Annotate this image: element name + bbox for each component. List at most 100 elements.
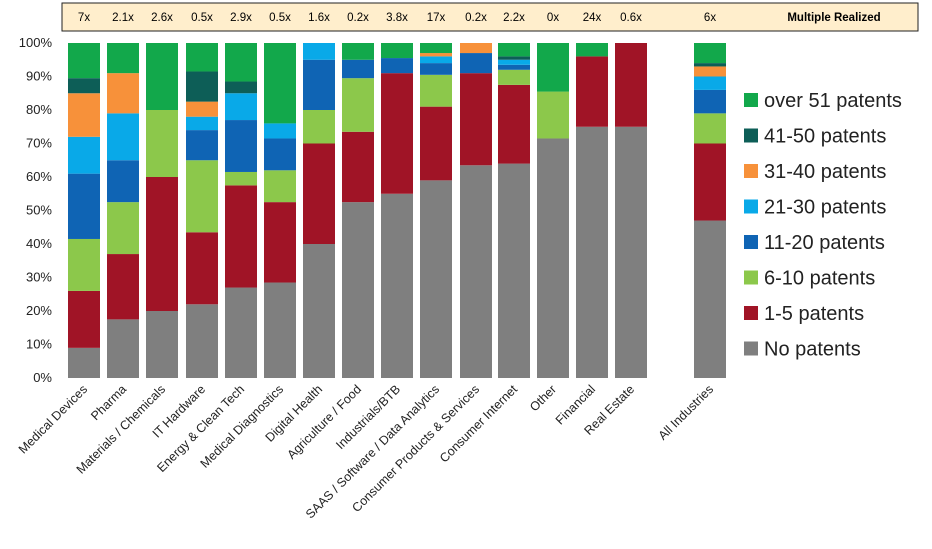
- multiple-value: 17x: [427, 12, 446, 24]
- multiple-value: 2.9x: [230, 12, 252, 24]
- bar-segment: [186, 43, 218, 72]
- y-tick-label: 20%: [26, 303, 52, 318]
- bar-segment: [460, 53, 492, 74]
- legend-swatch: [744, 341, 758, 356]
- y-tick-label: 90%: [26, 69, 52, 84]
- bar-segment: [420, 53, 452, 57]
- bar-segment: [186, 116, 218, 131]
- bar-segment: [68, 93, 100, 137]
- bars: [68, 43, 726, 378]
- bar-segment: [264, 43, 296, 124]
- legend-label: over 51 patents: [764, 90, 902, 112]
- bar-segment: [498, 69, 530, 85]
- bar-segment: [420, 106, 452, 181]
- bar-segment: [498, 59, 530, 65]
- bar-segment: [576, 126, 608, 378]
- multiple-value: 0.6x: [620, 12, 642, 24]
- bar-segment: [576, 56, 608, 127]
- y-axis: 0% 10% 20% 30% 40% 50% 60% 70% 80% 90% 100%: [19, 35, 53, 385]
- bar-segment: [498, 84, 530, 164]
- legend-swatch: [744, 199, 758, 214]
- bar-segment: [420, 43, 452, 54]
- y-tick-label: 30%: [26, 270, 52, 285]
- multiple-value: 0x: [547, 12, 559, 24]
- multiple-value: 2.1x: [112, 12, 134, 24]
- bar-segment: [107, 73, 139, 114]
- multiple-realized-box: [61, 2, 919, 32]
- bar-segment: [381, 193, 413, 378]
- multiple-value: 2.2x: [503, 12, 525, 24]
- bar-segment: [694, 143, 726, 221]
- bar-segment: [225, 171, 257, 186]
- bar-segment: [68, 290, 100, 348]
- multiple-value: 3.8x: [386, 12, 408, 24]
- bar-segment: [694, 113, 726, 144]
- bar-segment: [342, 131, 374, 203]
- bar-segment: [420, 63, 452, 75]
- bar-segment: [146, 43, 178, 110]
- bar-segment: [107, 43, 139, 74]
- bar-segment: [576, 43, 608, 57]
- bar-segment: [381, 43, 413, 59]
- legend-label: 11-20 patents: [764, 232, 885, 254]
- multiple-value: 0.2x: [347, 12, 369, 24]
- bar-segment: [186, 160, 218, 233]
- bar-segment: [342, 43, 374, 60]
- y-tick-label: 100%: [19, 35, 53, 50]
- legend-label: 21-30 patents: [764, 197, 886, 219]
- y-tick-label: 40%: [26, 236, 52, 251]
- legend-label: 41-50 patents: [764, 126, 886, 148]
- legend-swatch: [744, 306, 758, 320]
- bar-segment: [381, 73, 413, 194]
- bar-segment: [264, 138, 296, 171]
- bar-segment: [303, 244, 335, 378]
- multiple-realized-title: Multiple Realized: [787, 12, 880, 24]
- bar-segment: [264, 282, 296, 378]
- bar-segment: [615, 126, 647, 378]
- bar-segment: [225, 185, 257, 288]
- y-tick-label: 70%: [26, 136, 52, 151]
- bar-segment: [537, 91, 569, 139]
- bar-segment: [107, 113, 139, 161]
- bar-segment: [460, 165, 492, 378]
- bar-segment: [460, 73, 492, 166]
- bar-segment: [498, 64, 530, 70]
- bar-segment: [694, 43, 726, 64]
- legend-swatch: [744, 164, 758, 178]
- multiple-value: 7x: [78, 12, 90, 24]
- bar-segment: [615, 43, 647, 127]
- bar-segment: [225, 93, 257, 121]
- bar-segment: [498, 163, 530, 378]
- y-tick-label: 10%: [26, 337, 52, 352]
- bar-segment: [303, 59, 335, 110]
- bar-segment: [420, 74, 452, 107]
- x-tick-label: Other: [527, 382, 559, 414]
- bar-segment: [420, 56, 452, 64]
- legend-swatch: [744, 93, 758, 107]
- bar-segment: [186, 232, 218, 305]
- bar-segment: [537, 43, 569, 92]
- multiple-value: 0.5x: [269, 12, 291, 24]
- multiple-value: 1.6x: [308, 12, 330, 24]
- bar-segment: [186, 304, 218, 378]
- bar-segment: [342, 59, 374, 79]
- multiple-value: 24x: [583, 12, 602, 24]
- bar-segment: [303, 110, 335, 144]
- bar-segment: [225, 81, 257, 94]
- bar-segment: [420, 180, 452, 378]
- legend-swatch: [744, 270, 758, 285]
- x-tick-label: Medical Devices: [16, 382, 90, 456]
- bar-segment: [694, 66, 726, 77]
- bar-segment: [342, 78, 374, 132]
- bar-segment: [186, 71, 218, 102]
- bar-segment: [264, 202, 296, 283]
- legend-label: 31-40 patents: [764, 161, 886, 183]
- bar-segment: [694, 89, 726, 114]
- multiple-value: 2.6x: [151, 12, 173, 24]
- bar-segment: [68, 173, 100, 239]
- multiple-realized-header: Multiple Realized 7x 2.1x 2.6x 0.5x 2.9x 0.5x…: [61, 2, 919, 32]
- bar-segment: [225, 287, 257, 378]
- bar-segment: [107, 254, 139, 320]
- bar-segment: [264, 123, 296, 139]
